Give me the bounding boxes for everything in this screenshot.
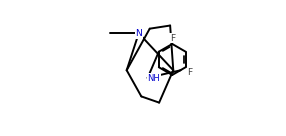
- Text: F: F: [170, 34, 175, 43]
- Text: NH: NH: [148, 74, 160, 83]
- Text: F: F: [187, 68, 192, 78]
- Text: N: N: [135, 29, 142, 38]
